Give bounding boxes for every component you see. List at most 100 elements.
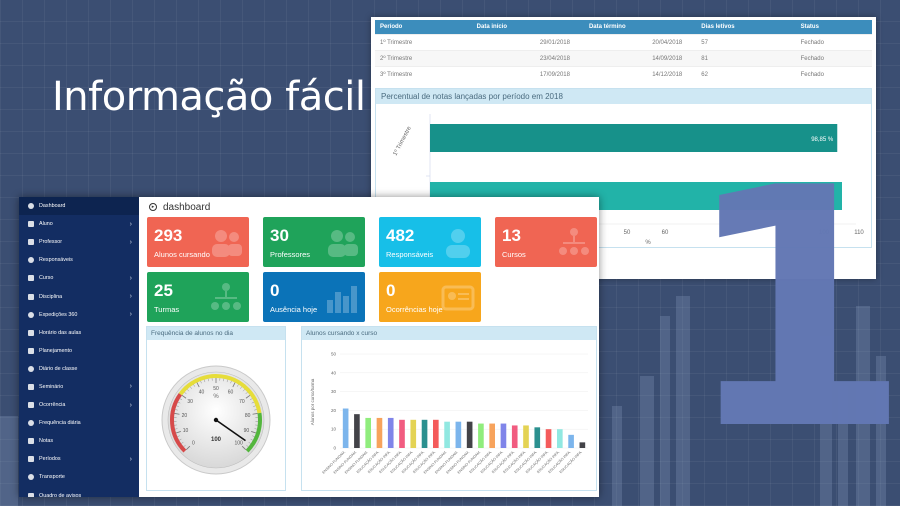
tile-turmas[interactable]: 25 Turmas <box>147 272 249 322</box>
table-cell: 2º Trimestre <box>375 50 472 67</box>
sidebar-item[interactable]: Dashboard <box>19 197 139 216</box>
courses-bars <box>342 408 586 448</box>
bar-chart-icon <box>327 286 357 313</box>
sidebar-item-label: Aluno <box>39 221 53 228</box>
gauge-tick <box>200 380 202 384</box>
table-row[interactable]: 2º Trimestre 23/04/2018 14/09/2018 81 Fe… <box>375 50 872 67</box>
gauge-tick-label: 80 <box>245 413 251 419</box>
sidebar-item-label: Disciplina <box>39 293 63 300</box>
course-bar <box>545 429 552 448</box>
gauge-tick <box>236 384 239 387</box>
tile-ausencia-hoje[interactable]: 0 Ausência hoje <box>263 272 365 322</box>
chevron-right-icon[interactable]: › <box>129 311 132 319</box>
teacher-icon <box>328 230 358 257</box>
sidebar-item[interactable]: Professor › <box>19 233 139 251</box>
periods-table: Período Data início Data término Dias le… <box>375 20 872 83</box>
tile-professores[interactable]: 30 Professores <box>263 217 365 267</box>
tile-ocorrencias-hoje[interactable]: 0 Ocorrências hoje <box>379 272 481 322</box>
course-bar <box>466 421 473 448</box>
tile-value: 25 <box>154 281 173 300</box>
table-cell: 14/12/2018 <box>583 66 697 83</box>
sidebar-item-label: Notas <box>39 438 54 445</box>
gauge-tick <box>254 409 257 411</box>
tile-label: Cursos <box>502 250 526 259</box>
compass-icon <box>28 311 34 318</box>
tile-value: 482 <box>386 226 415 245</box>
table-row[interactable]: 3º Trimestre 17/09/2018 14/12/2018 62 Fe… <box>375 66 872 83</box>
teacher-icon <box>28 239 34 246</box>
course-bar <box>444 421 450 448</box>
gauge-tick <box>204 379 206 383</box>
y-axis-label: Alunos por curso/turma <box>310 378 315 425</box>
sidebar-item-label: Seminário <box>39 383 64 390</box>
gauge-tick <box>242 389 245 392</box>
gauge-tick <box>226 379 228 383</box>
id-card-icon <box>441 285 475 311</box>
course-bar <box>489 423 495 448</box>
tile-value: 293 <box>154 226 183 245</box>
col-status[interactable]: Status <box>795 20 872 35</box>
tile-cursos[interactable]: 13 Cursos <box>495 217 597 267</box>
chevron-right-icon[interactable]: › <box>129 274 132 282</box>
sidebar-item[interactable]: Seminário › <box>19 378 139 396</box>
table-cell: 14/09/2018 <box>583 50 697 67</box>
calendar-icon <box>28 347 34 354</box>
chevron-right-icon[interactable]: › <box>129 238 132 246</box>
gauge-tick <box>186 445 191 450</box>
table-row[interactable]: 1º Trimestre 29/01/2018 20/04/2018 57 Fe… <box>375 34 872 51</box>
sidebar-item[interactable]: Aluno › <box>19 215 139 233</box>
chevron-right-icon[interactable]: › <box>129 455 132 463</box>
chevron-right-icon[interactable]: › <box>129 220 132 228</box>
col-dias-letivos[interactable]: Dias letivos <box>696 20 796 35</box>
sidebar-item[interactable]: Responsáveis <box>19 251 139 269</box>
gauge-tick <box>181 442 184 444</box>
courses-chart-svg: Alunos por curso/turma 0 10 20 30 40 50 ENSIN… <box>310 352 588 475</box>
sidebar-item-label: Planejamento <box>39 347 72 354</box>
sidebar-item-label: Responsáveis <box>39 257 73 264</box>
x-axis-unit: % <box>645 240 651 246</box>
table-cell: Fechado <box>795 34 872 51</box>
table-cell: 17/09/2018 <box>471 66 584 83</box>
gauge-band <box>245 412 262 453</box>
y-tick-label: 40 <box>331 370 337 375</box>
gauge-tick <box>177 401 181 404</box>
sidebar-item-label: Horário das aulas <box>39 329 82 336</box>
chevron-right-icon[interactable]: › <box>129 383 132 391</box>
chevron-right-icon[interactable]: › <box>129 293 132 301</box>
sidebar-item-label: Frequência diária <box>39 420 81 427</box>
gauge-tick-label: 20 <box>182 413 188 419</box>
sidebar-item[interactable]: Períodos › <box>19 450 139 468</box>
bar-data-label: 98,85 % <box>811 137 834 143</box>
map-pin-icon <box>28 474 34 481</box>
gauge-tick <box>181 394 187 399</box>
sidebar-item[interactable]: Disciplina › <box>19 287 139 305</box>
chevron-right-icon[interactable]: › <box>129 401 132 409</box>
sidebar-item[interactable]: Planejamento <box>19 342 139 360</box>
sidebar-item[interactable]: Ocorrência › <box>19 396 139 414</box>
gauge-tick <box>251 431 257 434</box>
sidebar-item[interactable]: Expedições 360 › <box>19 306 139 324</box>
table-cell: Fechado <box>795 66 872 83</box>
tile-responsaveis[interactable]: 482 Responsáveis <box>379 217 481 267</box>
sidebar-item-label: Dashboard <box>39 203 66 210</box>
sidebar-item[interactable]: Quadro de avisos <box>19 487 139 497</box>
tile-alunos-cursando[interactable]: 293 Alunos cursando <box>147 217 249 267</box>
gauge-tick <box>232 382 236 388</box>
gauge-bands <box>170 374 262 453</box>
sidebar-item[interactable]: Transporte <box>19 468 139 486</box>
sidebar-item[interactable]: Horário das aulas <box>19 324 139 342</box>
col-periodo[interactable]: Período <box>375 20 472 35</box>
sidebar-item[interactable]: Curso › <box>19 269 139 287</box>
sitemap-icon <box>559 228 589 255</box>
sidebar-item[interactable]: Diário de classe <box>19 360 139 378</box>
col-data-termino[interactable]: Data término <box>583 20 697 35</box>
gauge-tick-label: 0 <box>192 441 195 447</box>
sidebar-item[interactable]: Frequência diária <box>19 414 139 432</box>
monitor-icon <box>28 383 34 390</box>
sidebar-item-label: Professor <box>39 239 63 246</box>
sidebar-item[interactable]: Notas <box>19 432 139 450</box>
users-icon <box>212 230 242 257</box>
page-header: ▸ dashboard <box>139 197 599 217</box>
gauge-tick <box>174 413 180 415</box>
col-data-inicio[interactable]: Data início <box>471 20 584 35</box>
